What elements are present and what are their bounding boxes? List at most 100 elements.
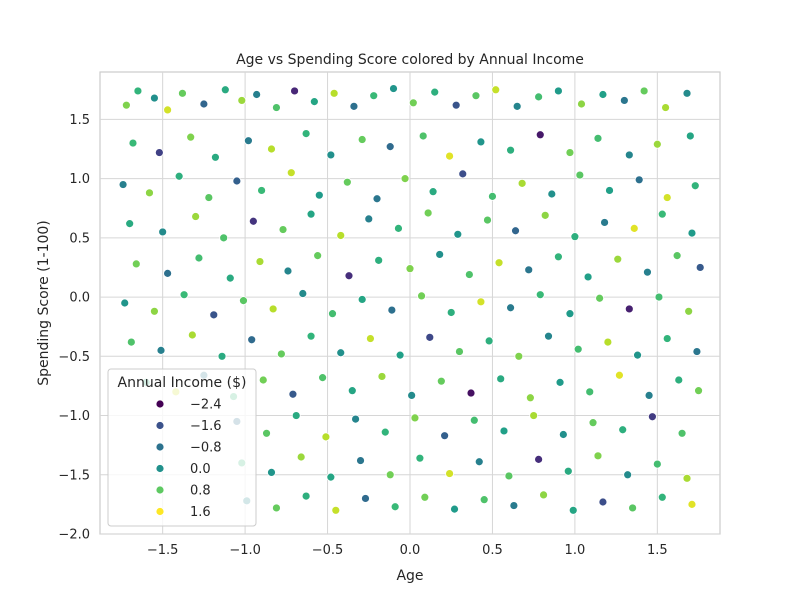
scatter-point xyxy=(624,304,634,314)
scatter-point xyxy=(674,375,684,385)
scatter-point xyxy=(593,133,603,143)
scatter-point xyxy=(633,350,642,360)
scatter-point xyxy=(357,295,367,304)
scatter-point xyxy=(476,297,486,307)
scatter-point xyxy=(494,258,504,268)
y-tick-label: 1.5 xyxy=(69,113,90,128)
scatter-point xyxy=(593,451,603,461)
scatter-point xyxy=(446,308,456,317)
scatter-point xyxy=(595,293,605,303)
scatter-point xyxy=(547,189,557,199)
legend-marker xyxy=(155,507,165,516)
scatter-point xyxy=(506,303,515,313)
scatter-point xyxy=(647,412,657,422)
scatter-point xyxy=(326,150,336,160)
scatter-point xyxy=(652,459,662,469)
scatter-point xyxy=(615,370,624,380)
scatter-point xyxy=(544,331,553,341)
y-tick-label: 0.5 xyxy=(69,231,90,246)
scatter-point xyxy=(639,86,649,96)
scatter-point xyxy=(178,88,187,98)
x-tick-label: −1.0 xyxy=(229,543,261,558)
scatter-point xyxy=(619,96,629,105)
scatter-point xyxy=(296,452,306,462)
scatter-point xyxy=(194,253,204,263)
scatter-point xyxy=(387,305,397,315)
scatter-point xyxy=(618,425,628,435)
scatter-point xyxy=(267,467,276,477)
scatter-point xyxy=(451,100,461,110)
scatter-point xyxy=(385,470,395,480)
scatter-point xyxy=(524,265,534,275)
scatter-point xyxy=(225,273,235,283)
scatter-point xyxy=(458,169,468,179)
x-tick-label: 0.0 xyxy=(400,543,421,558)
scatter-point xyxy=(428,187,438,197)
scatter-point xyxy=(464,270,474,279)
scatter-point xyxy=(301,491,311,501)
scatter-point xyxy=(652,139,662,149)
scatter-point xyxy=(598,497,608,507)
y-axis-ticks: −2.0 −1.5 −1.0 −0.5 0.0 0.5 1.0 1.5 xyxy=(58,113,90,543)
scatter-point xyxy=(466,388,476,398)
legend-label: −0.8 xyxy=(190,441,222,456)
scatter-point xyxy=(517,178,527,188)
scatter-point xyxy=(585,387,595,397)
scatter-point xyxy=(380,427,390,437)
scatter-point xyxy=(474,457,484,467)
scatter-point xyxy=(445,469,454,478)
scatter-point xyxy=(535,290,545,300)
scatter-point xyxy=(539,490,548,500)
scatter-point xyxy=(220,85,230,95)
scatter-point xyxy=(534,92,544,102)
scatter-point xyxy=(436,376,446,386)
scatter-point xyxy=(504,471,514,481)
scatter-point xyxy=(145,188,154,198)
scatter-point xyxy=(158,227,168,237)
scatter-point xyxy=(133,86,143,96)
scatter-point xyxy=(187,330,197,340)
scatter-point xyxy=(252,90,262,99)
scatter-point xyxy=(506,145,515,155)
scatter-point xyxy=(469,415,479,425)
scatter-point xyxy=(163,105,173,115)
scatter-point xyxy=(685,131,695,141)
scatter-point xyxy=(577,99,586,109)
scatter-point xyxy=(156,345,166,355)
scatter-point xyxy=(690,181,700,191)
scatter-point xyxy=(377,372,387,381)
scatter-point xyxy=(575,170,585,180)
scatter-point xyxy=(125,219,135,229)
scatter-point xyxy=(191,212,201,221)
scatter-point xyxy=(654,292,664,302)
scatter-point xyxy=(217,351,227,361)
scatter-point xyxy=(232,176,242,186)
scatter-point xyxy=(555,377,565,387)
scatter-point xyxy=(534,454,544,464)
scatter-point xyxy=(126,337,136,347)
legend: Annual Income ($) −2.4 −1.6 −0.8 0.0 0.8 1.6 xyxy=(107,368,257,527)
scatter-point xyxy=(328,309,337,319)
scatter-point xyxy=(204,193,214,202)
scatter-point xyxy=(563,466,573,476)
scatter-point xyxy=(298,289,308,298)
scatter-point xyxy=(417,291,426,301)
scatter-point xyxy=(554,86,563,96)
scatter-point xyxy=(278,225,288,234)
scatter-point xyxy=(499,426,509,436)
scatter-point xyxy=(565,148,575,157)
scatter-point xyxy=(483,215,492,225)
scatter-point xyxy=(374,255,384,265)
scatter-point xyxy=(450,504,459,514)
scatter-point xyxy=(237,96,247,105)
scatter-point xyxy=(662,334,672,343)
scatter-point xyxy=(199,99,209,109)
scatter-point xyxy=(349,101,359,111)
scatter-point xyxy=(400,174,410,184)
scatter-point xyxy=(420,492,430,502)
legend-marker xyxy=(155,421,165,430)
y-tick-label: −1.5 xyxy=(58,468,90,483)
scatter-point xyxy=(314,190,324,200)
scatter-point xyxy=(695,263,705,272)
